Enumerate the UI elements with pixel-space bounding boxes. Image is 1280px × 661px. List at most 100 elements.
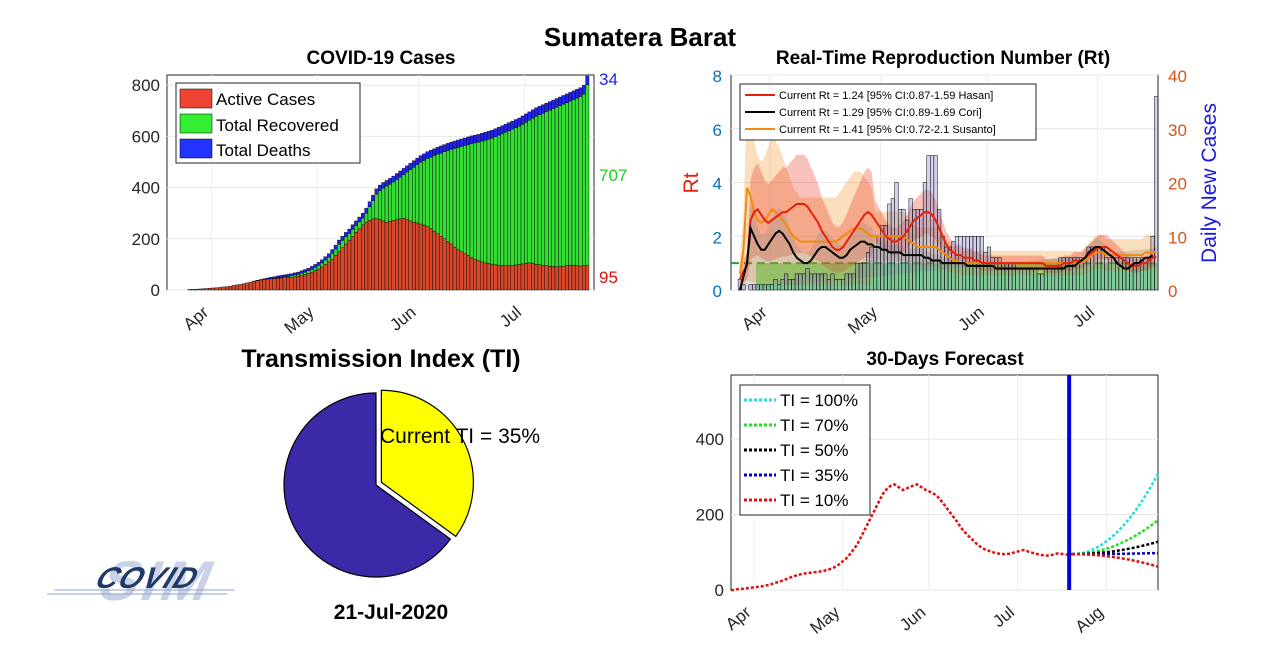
forecast-x-tick: May	[807, 602, 844, 638]
recovered-bar	[395, 179, 399, 220]
active-bar	[252, 281, 256, 291]
active-bar	[214, 287, 219, 291]
forecast-legend-100: TI = 100%	[780, 391, 858, 410]
active-bar	[235, 284, 239, 291]
deaths-bar	[544, 102, 549, 112]
daily-new-cases-bar	[1154, 96, 1159, 291]
active-bar	[269, 278, 273, 291]
forecast-projection-line	[1072, 552, 1159, 568]
deaths-bar	[493, 128, 498, 137]
deaths-bar	[316, 262, 321, 266]
forecast-x-tick: Apr	[722, 602, 755, 634]
daily-new-cases-bar	[773, 279, 778, 291]
rt-left-tick: 8	[713, 67, 722, 86]
active-bar	[350, 236, 355, 291]
deaths-bar	[293, 272, 297, 276]
recovered-bar	[469, 143, 474, 258]
recovered-bar	[401, 174, 406, 219]
active-bar	[259, 279, 263, 291]
deaths-bar	[364, 207, 369, 214]
deaths-bar	[459, 138, 464, 147]
recovered-bar	[551, 108, 556, 267]
recovered-bar	[384, 185, 389, 223]
deaths-bar	[439, 145, 443, 154]
recovered-bar	[446, 150, 450, 242]
rt-band-susanto	[739, 94, 1157, 289]
recovered-bar	[435, 153, 440, 234]
daily-new-cases-bar	[759, 284, 764, 291]
daily-new-cases-bar	[1150, 236, 1155, 291]
deaths-bar	[384, 180, 389, 187]
legend-swatch-deaths	[179, 138, 213, 159]
daily-new-cases-bar	[809, 273, 814, 291]
legend-label-deaths: Total Deaths	[216, 141, 311, 160]
deaths-bar	[554, 98, 559, 108]
recovered-bar	[350, 229, 355, 237]
deaths-bar	[432, 148, 437, 156]
active-bar	[469, 257, 474, 291]
recovered-bar	[405, 171, 409, 220]
active-bar	[401, 218, 406, 291]
active-bar	[378, 219, 382, 291]
active-bar	[452, 246, 457, 291]
ti-slice-remaining	[283, 392, 452, 578]
recovered-bar	[449, 149, 454, 245]
covid-sim-logo: SIM COVID	[46, 550, 235, 612]
ti-slice-current	[380, 389, 474, 538]
active-bar	[418, 223, 423, 291]
active-bar	[384, 221, 389, 291]
daily-new-cases-bar	[986, 246, 992, 291]
deaths-bar	[395, 173, 399, 180]
cases-y-tick: 0	[151, 281, 160, 300]
recovered-bar	[571, 99, 576, 266]
rt-lines	[738, 187, 1157, 291]
deaths-bar	[259, 279, 263, 281]
daily-new-cases-bar	[805, 268, 810, 291]
deaths-bar	[585, 75, 590, 85]
ti-pie	[283, 389, 474, 578]
deaths-bar	[306, 268, 311, 272]
active-bar	[537, 264, 542, 291]
active-bar	[323, 264, 328, 291]
recovered-bar	[582, 93, 586, 266]
svg-text:COVID: COVID	[91, 561, 205, 595]
recovered-bar	[378, 190, 382, 220]
active-bar	[405, 219, 409, 291]
recovered-bar	[497, 134, 501, 266]
daily-new-cases-bar	[1015, 268, 1020, 291]
daily-new-cases-bar	[1111, 257, 1116, 291]
forecast-legend: TI = 100% TI = 70% TI = 50% TI = 35% TI …	[739, 384, 871, 516]
recovered-bar	[510, 129, 515, 266]
deaths-bar	[323, 256, 328, 261]
recovered-bar	[293, 274, 297, 277]
active-bar	[245, 282, 250, 291]
active-bar	[344, 243, 348, 291]
daily-new-cases-bar	[798, 273, 803, 291]
active-bar	[289, 277, 294, 291]
recovered-bar	[296, 274, 301, 277]
forecast-projection-line	[1072, 540, 1159, 556]
daily-new-cases-bar	[1054, 268, 1059, 291]
daily-new-cases-bar	[1118, 257, 1123, 291]
daily-new-cases-bar	[780, 279, 785, 291]
deaths-bar	[565, 93, 569, 103]
daily-new-cases-bar	[890, 198, 895, 291]
cases-x-ticks: Apr May Jun Jul	[180, 302, 525, 338]
recovered-bar	[534, 116, 539, 265]
daily-new-cases-bar	[873, 246, 878, 291]
deaths-bar	[412, 160, 416, 168]
deaths-bar	[507, 122, 511, 131]
daily-new-cases-bar	[1026, 268, 1031, 291]
active-bar	[293, 276, 297, 291]
deaths-bar	[327, 253, 331, 258]
active-bar	[313, 270, 318, 291]
active-bar	[221, 286, 226, 291]
recovered-bar	[439, 152, 443, 237]
daily-new-cases-bar	[908, 198, 913, 291]
active-bar	[442, 238, 447, 291]
recovered-bar	[514, 127, 518, 266]
rt-left-tick: 4	[713, 175, 722, 194]
cases-y-tick: 200	[132, 230, 160, 249]
daily-new-cases-bar	[983, 252, 988, 291]
daily-new-cases-bar	[801, 273, 806, 291]
